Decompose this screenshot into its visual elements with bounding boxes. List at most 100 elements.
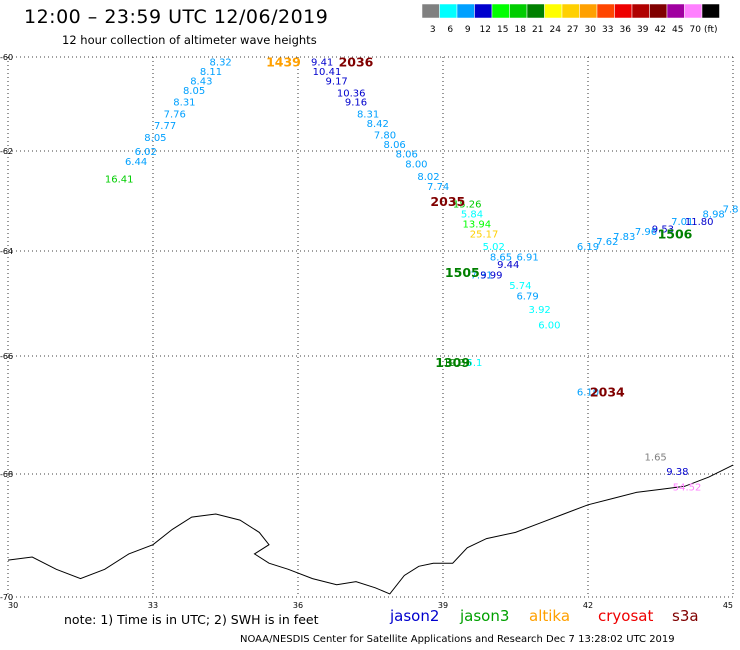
legend-label: 3 [430,25,436,35]
wave-height-value: 15.26 [453,200,482,211]
wave-height-value: 10.41 [313,67,342,78]
wave-height-value: 6.44 [125,157,147,168]
wave-height-value: 8.32 [210,58,232,69]
wave-height-value: 7.76 [164,109,186,120]
pass-time-label: 2035 [430,194,465,209]
lon-tick-label: 36 [293,601,303,610]
lat-lon-grid [7,56,734,598]
pass-time-label: 2036 [339,55,374,70]
legend-label: 42 [655,25,666,35]
wave-height-value: 8.06 [396,150,418,161]
wave-height-value: 7.74 [427,182,449,193]
legend-labels: 3 6 9 12 15 18 21 24 27 30 33 36 39 42 45 70 (ft) [430,25,718,35]
wave-height-value: 8.42 [367,119,389,130]
latitude-tick-labels: -60 -62 -64 -66 -68 -70 [0,53,13,602]
wave-height-value: 8.31 [173,98,195,109]
satellite-jason3: jason3 [460,607,510,625]
lon-tick-label: 30 [8,601,18,610]
lon-tick-label: 45 [723,601,733,610]
legend-label: 70 [690,25,702,35]
pass-time-label: 1505 [445,265,480,280]
wave-height-value: 6.91 [516,252,538,263]
satellite-s3a: s3a [672,607,699,625]
legend-label: 27 [567,25,578,35]
wave-height-value: 19.36 [443,358,472,369]
lat-tick-label: -70 [0,593,13,602]
wave-height-value: 9.41 [311,58,333,69]
lat-tick-label: -68 [0,470,13,479]
pass-time-label: 1439 [266,55,301,70]
wave-height-value: 8.31 [357,109,379,120]
wave-height-value: 7.31 [471,271,493,282]
satellite-cryosat: cryosat [598,607,654,625]
wave-height-value: 7.83 [613,232,635,243]
wave-height-value: 6.10 [577,387,599,398]
wave-height-value: 9.53 [652,225,674,236]
wave-height-value: 5.1 [466,358,482,369]
legend-label: 12 [480,25,491,35]
wave-height-value: 8.02 [417,172,439,183]
wave-height-value: 5.74 [509,281,531,292]
wave-height-value: 13.94 [463,220,492,231]
legend-unit: (ft) [704,25,718,35]
wave-height-value: 8.11 [200,67,222,78]
pass-time-labels: 1439 2036 2035 1505 1506 1309 2034 [266,55,693,400]
satellite-jason2: jason2 [390,607,440,625]
pass-time-label: 2034 [590,384,625,399]
credit-line: NOAA/NESDIS Center for Satellite Applica… [240,634,675,645]
wave-height-value: 3.92 [529,305,551,316]
legend-label: 36 [620,25,632,35]
map-title: 12:00 – 23:59 UTC 12/06/2019 [24,6,329,28]
lat-tick-label: -60 [0,53,13,62]
lon-tick-label: 42 [583,601,593,610]
wave-height-value: 9.99 [480,271,502,282]
wave-height-value: 7.62 [596,237,618,248]
legend-label: 30 [585,25,597,35]
legend-label: 18 [515,25,527,35]
pass-time-label: 1506 [658,227,693,242]
wave-height-value: 8.43 [190,77,212,88]
footer-note: note: 1) Time is in UTC; 2) SWH is in fe… [64,612,319,627]
wave-height-value: 7.80 [374,131,396,142]
wave-height-value: 7.01 [671,217,693,228]
antarctic-coastline [7,464,734,595]
wave-height-value: 6.19 [577,242,599,253]
wave-height-value: 54.52 [673,482,702,493]
wave-height-value: 16.41 [105,175,134,186]
legend-label: 15 [497,25,508,35]
pass-time-label: 1309 [435,355,470,370]
legend-label: 9 [465,25,471,35]
wave-height-value: 8.98 [703,210,725,221]
wave-height-value: 10.36 [337,88,366,99]
wave-height-value: 9.16 [345,98,367,109]
wave-height-value: 5.02 [483,242,505,253]
legend-label: 21 [532,25,543,35]
longitude-tick-labels: 30 33 36 39 42 45 [8,601,733,610]
wave-height-value: 7.8 [723,205,739,216]
wave-height-value: 9.38 [666,467,688,478]
map-subtitle: 12 hour collection of altimeter wave hei… [62,33,317,47]
lon-tick-label: 39 [438,601,448,610]
wave-height-value: 25.17 [470,230,499,241]
legend-label: 39 [637,25,649,35]
lat-tick-label: -64 [0,247,13,256]
wave-height-value: 9.17 [326,77,348,88]
wave-height-value: 1.65 [645,452,667,463]
legend-label: 6 [447,25,453,35]
wave-height-value: 8.65 [490,252,512,263]
wave-height-value: 8.05 [183,86,205,97]
legend-label: 45 [672,25,683,35]
wave-height-value: 8.06 [384,140,406,151]
wave-height-value: 6.02 [135,147,157,158]
lat-tick-label: -62 [0,147,13,156]
altimeter-map: 30 33 36 39 42 45 -60 -62 -64 -66 -68 -70 8.328.11… [0,53,739,610]
satellite-altika: altika [529,607,571,625]
lat-tick-label: -66 [0,352,13,361]
legend-label: 33 [602,25,613,35]
legend-swatches [421,3,720,19]
legend-swatch [701,3,720,19]
wave-height-observations: 8.328.118.438.058.317.767.778.056.026.44… [105,58,739,494]
color-legend: 3 6 9 12 15 18 21 24 27 30 33 36 39 42 45 70 (ft) [421,3,720,35]
map-frame [8,57,733,597]
